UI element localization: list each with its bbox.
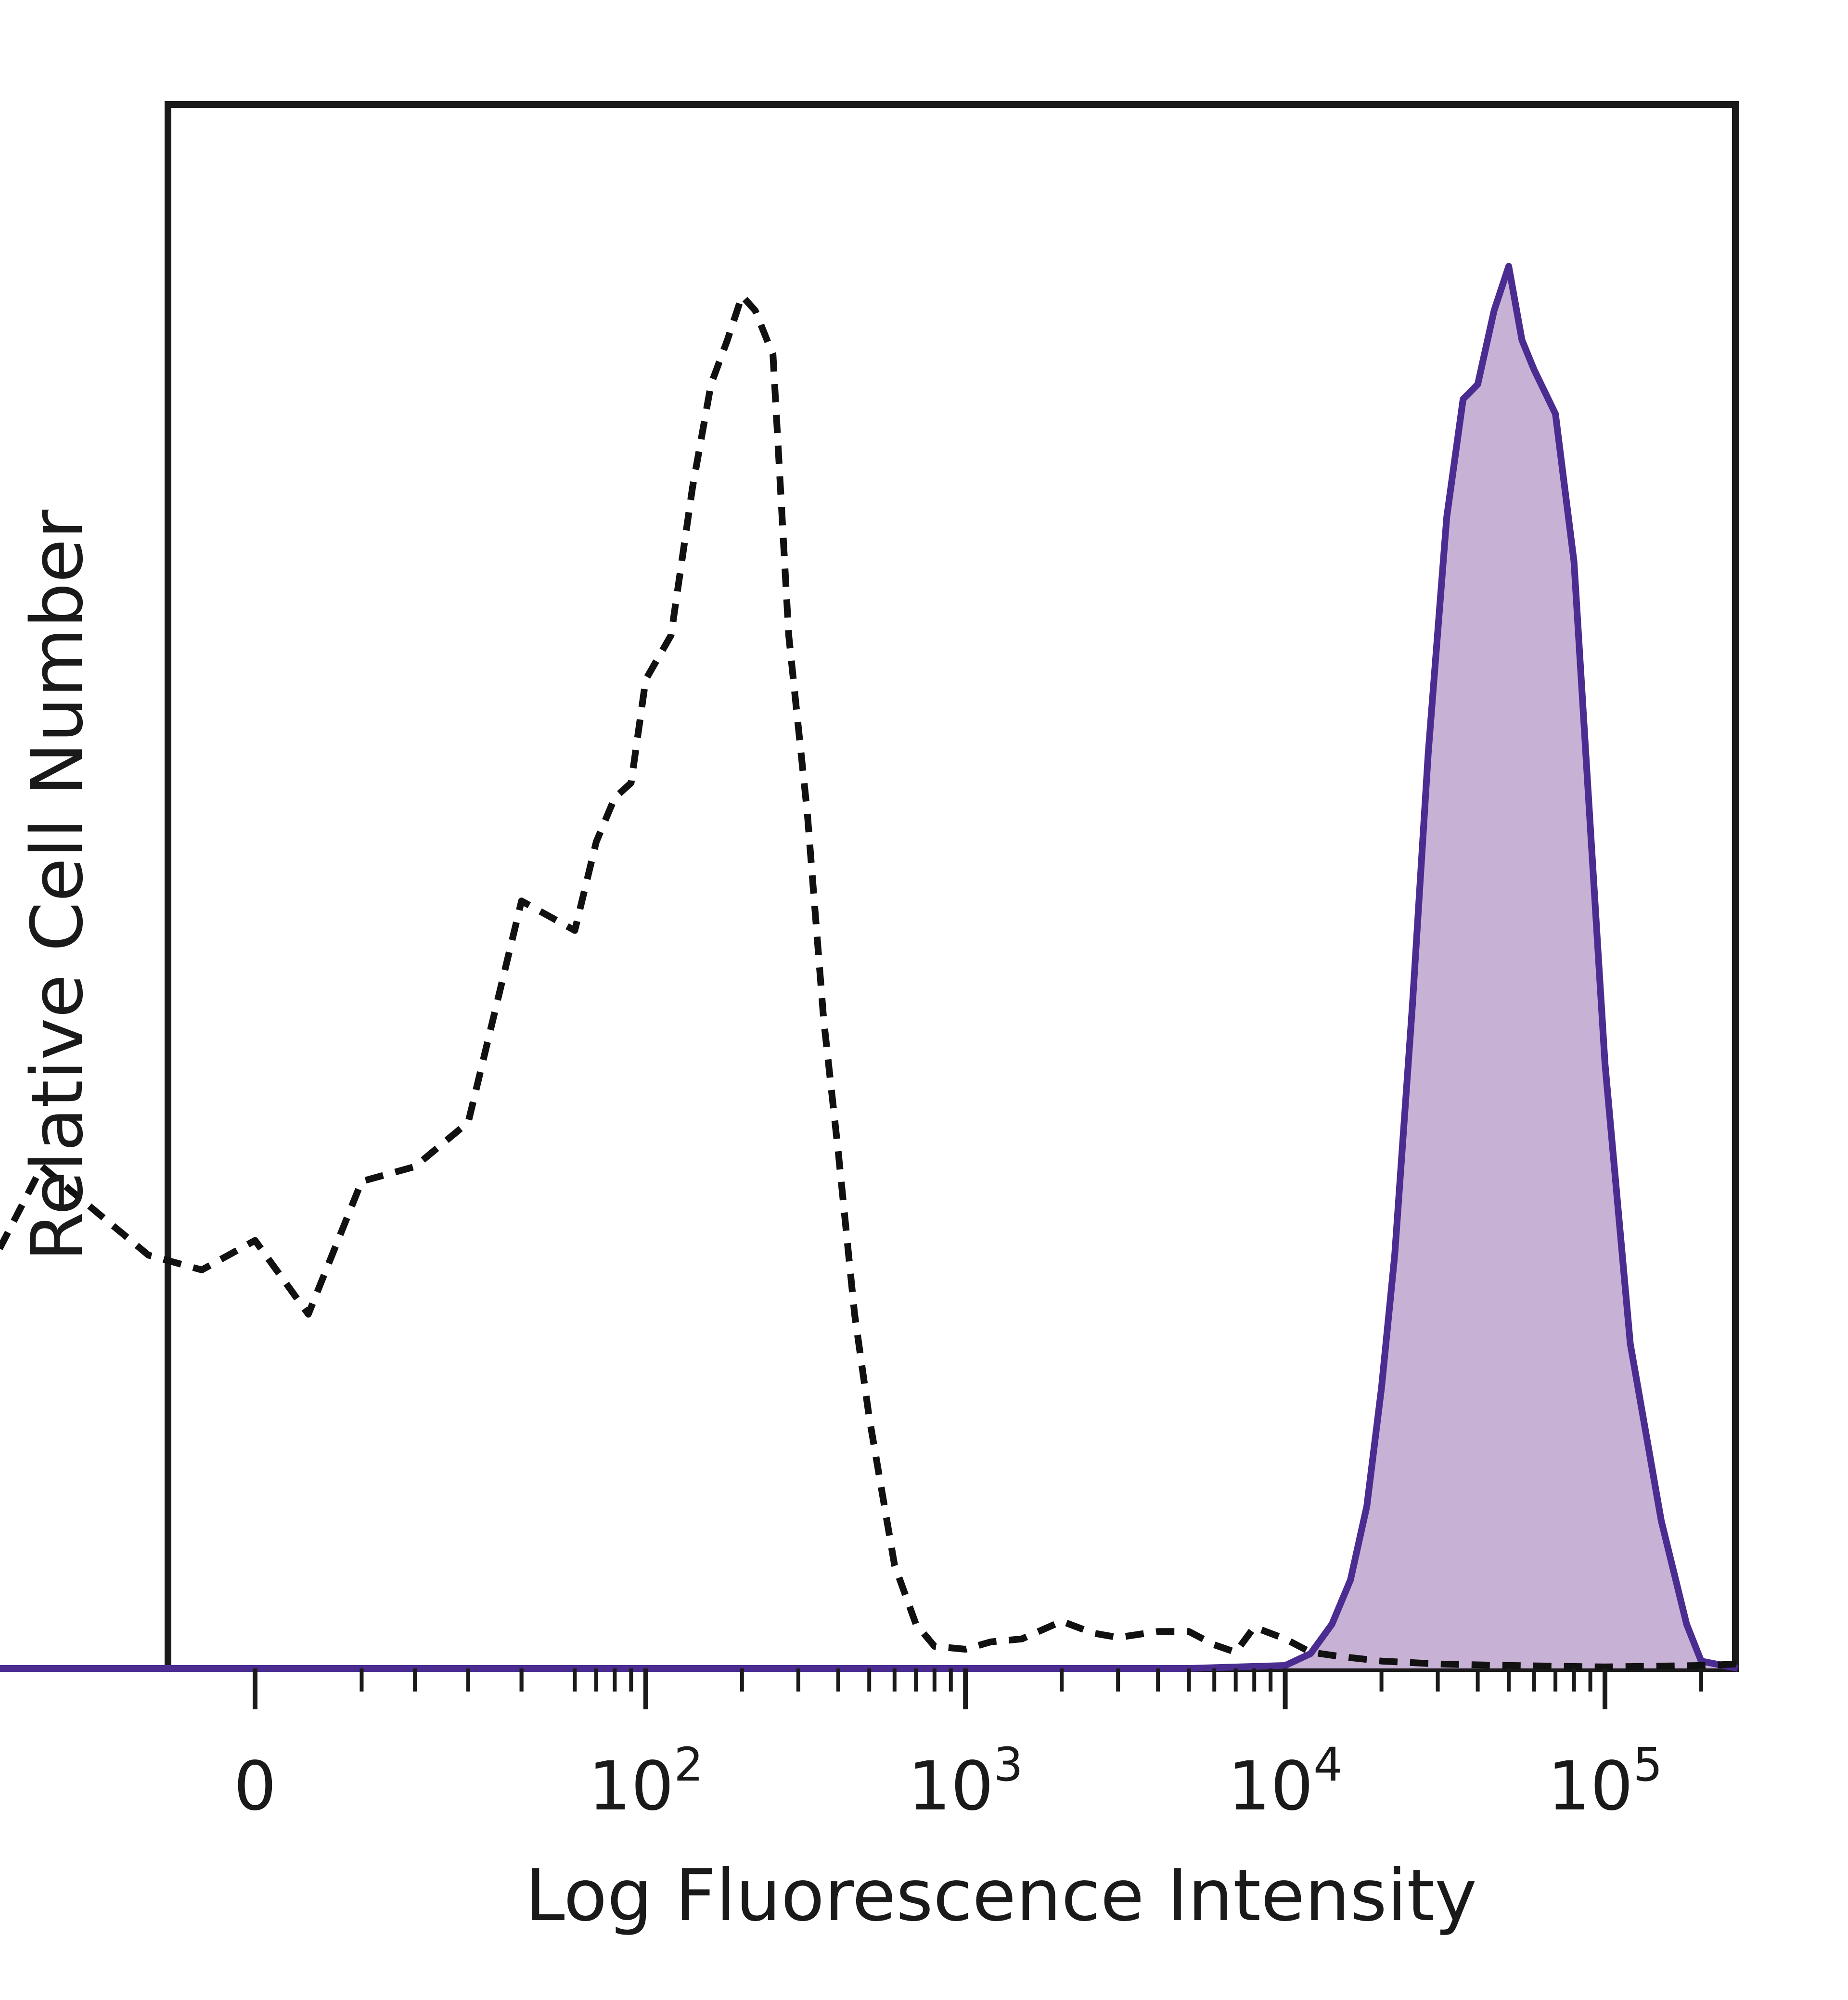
x-tick-label-exponent: 5: [1633, 1738, 1663, 1792]
x-tick-label-base: 0: [233, 1747, 276, 1826]
filled-histogram-line: [0, 263, 1739, 1672]
x-tick-label: 103: [908, 1738, 1023, 1826]
x-axis-tick-labels: 0 102 103 104 105: [233, 1738, 1662, 1826]
x-axis-ticks: [253, 1668, 1704, 1709]
x-tick-label-base: 10: [1228, 1747, 1313, 1826]
x-tick-label-exponent: 2: [674, 1738, 703, 1792]
x-tick-label: 102: [588, 1738, 703, 1826]
x-tick-label-base: 10: [908, 1747, 994, 1826]
x-tick-label: 105: [1547, 1738, 1662, 1826]
x-tick-label-exponent: 4: [1313, 1738, 1343, 1792]
dashed-histogram-line: [0, 292, 1738, 1670]
x-tick-label-base: 10: [588, 1747, 674, 1826]
filled-histogram-area: [0, 266, 1738, 1668]
x-tick-label: 104: [1228, 1738, 1343, 1826]
x-axis-label: Log Fluorescence Intensity: [525, 1854, 1477, 1937]
y-axis-label: Relative Cell Number: [16, 510, 99, 1261]
x-tick-label: 0: [233, 1747, 276, 1826]
series-layer: [0, 263, 1739, 1672]
x-tick-label-exponent: 3: [994, 1738, 1023, 1792]
x-tick-label-base: 10: [1547, 1747, 1633, 1826]
